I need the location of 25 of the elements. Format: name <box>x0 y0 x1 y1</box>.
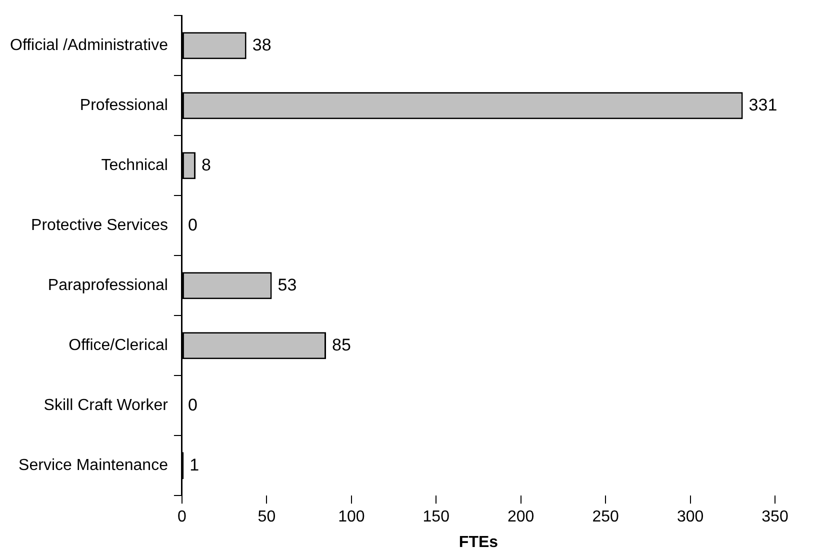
y-tick-label: Protective Services <box>31 217 168 234</box>
data-label: 85 <box>332 335 351 354</box>
x-tick-label: 300 <box>676 508 704 526</box>
data-label: 53 <box>278 275 297 294</box>
y-tick-label: Service Maintenance <box>18 457 168 474</box>
data-label: 1 <box>190 455 200 474</box>
y-tick-label: Skill Craft Worker <box>44 397 169 414</box>
x-tick-label: 200 <box>507 508 534 526</box>
x-tick-label: 250 <box>592 508 620 526</box>
data-label: 38 <box>252 35 272 54</box>
x-tick-label: 350 <box>762 508 788 526</box>
y-tick-label: Paraprofessional <box>48 277 168 294</box>
y-tick-label: Official /Administrative <box>10 37 168 54</box>
data-label: 331 <box>748 95 778 114</box>
data-label: 0 <box>188 215 198 234</box>
x-tick-label: 50 <box>258 508 276 526</box>
y-tick-label: Technical <box>101 157 168 174</box>
data-label: 0 <box>188 395 198 414</box>
x-tick-label: 100 <box>338 508 365 526</box>
x-axis-title: FTEs <box>458 534 498 551</box>
y-tick-label: Office/Clerical <box>68 337 168 354</box>
y-tick-label: Professional <box>80 97 168 114</box>
x-tick-label: 150 <box>422 508 450 526</box>
data-label: 8 <box>202 155 211 174</box>
x-tick-label: 0 <box>178 508 187 526</box>
